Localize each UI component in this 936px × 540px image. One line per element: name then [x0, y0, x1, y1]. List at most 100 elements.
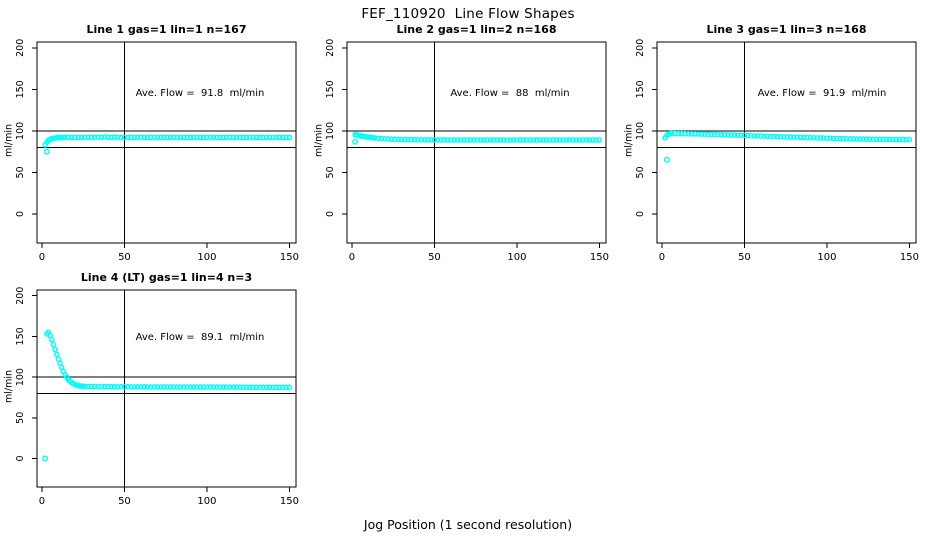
- data-point: [154, 134, 161, 141]
- data-point: [695, 131, 702, 137]
- data-point: [286, 134, 293, 141]
- data-point: [702, 131, 708, 137]
- data-point: [827, 135, 834, 142]
- data-point: [260, 134, 266, 141]
- data-point: [438, 137, 444, 143]
- data-point: [124, 383, 131, 390]
- data-point: [118, 383, 124, 390]
- data-point: [547, 137, 553, 143]
- data-point: [586, 137, 593, 143]
- data-point: [830, 135, 837, 142]
- data-point: [230, 134, 237, 141]
- data-point: [570, 137, 576, 143]
- data-point: [735, 132, 741, 138]
- data-point: [454, 137, 461, 143]
- data-point: [382, 135, 388, 142]
- data-point: [151, 384, 157, 390]
- data-point: [138, 384, 144, 390]
- data-point: [903, 136, 909, 143]
- data-point: [500, 137, 507, 143]
- data-point: [474, 137, 481, 143]
- data-point: [250, 384, 256, 391]
- data-point: [144, 384, 151, 390]
- data-point: [870, 136, 876, 143]
- data-point: [797, 134, 804, 141]
- data-point: [85, 383, 91, 390]
- data-point: [744, 132, 751, 139]
- data-point: [263, 134, 270, 141]
- data-point: [497, 137, 504, 143]
- data-point: [520, 137, 527, 143]
- x-tick-label: 150: [280, 496, 299, 507]
- data-point: [65, 134, 72, 141]
- data-point: [151, 134, 157, 141]
- data-point: [128, 383, 134, 390]
- data-point: [85, 134, 91, 141]
- x-tick-label: 100: [197, 496, 216, 507]
- data-point: [167, 134, 174, 141]
- data-point: [457, 137, 464, 143]
- data-point: [804, 134, 810, 141]
- plot-2-y-axis-label: ml/min: [313, 124, 325, 158]
- data-point: [867, 136, 873, 143]
- data-point: [144, 134, 151, 141]
- data-point: [731, 132, 738, 138]
- data-point: [54, 351, 60, 358]
- data-point: [857, 136, 863, 142]
- data-point: [771, 133, 777, 140]
- data-point: [260, 384, 266, 391]
- y-tick-label: 0: [15, 211, 26, 217]
- data-point: [847, 135, 853, 142]
- data-point: [250, 134, 256, 141]
- data-point: [385, 136, 392, 142]
- data-point: [276, 134, 283, 141]
- y-tick-label: 50: [15, 166, 26, 178]
- data-point: [774, 133, 781, 140]
- data-point: [111, 134, 118, 140]
- data-point: [243, 134, 250, 141]
- data-point: [424, 136, 431, 143]
- y-tick-label: 50: [325, 166, 336, 178]
- plot-box: [36, 41, 297, 244]
- outlier-point: [352, 138, 359, 145]
- data-point: [820, 135, 827, 141]
- outlier-point: [43, 148, 50, 155]
- data-point: [217, 384, 223, 391]
- data-point: [461, 137, 467, 143]
- data-point: [134, 134, 141, 141]
- data-point: [863, 136, 870, 142]
- data-point: [256, 134, 263, 141]
- data-point: [273, 384, 280, 391]
- data-point: [517, 137, 524, 143]
- data-point: [187, 134, 194, 141]
- data-point: [62, 134, 68, 141]
- data-point: [510, 137, 517, 143]
- data-point: [161, 384, 167, 390]
- data-point: [411, 136, 418, 143]
- data-point: [777, 133, 784, 140]
- data-point: [52, 346, 58, 353]
- data-point: [283, 134, 289, 141]
- data-point: [557, 137, 563, 143]
- data-point: [253, 384, 260, 391]
- data-point: [217, 134, 223, 141]
- data-point: [141, 134, 147, 141]
- data-point: [246, 134, 253, 141]
- data-point: [824, 135, 830, 141]
- x-tick-label: 50: [738, 252, 751, 263]
- data-point: [669, 130, 675, 137]
- data-point: [748, 132, 754, 139]
- data-point: [408, 136, 415, 143]
- x-tick-label: 0: [39, 496, 45, 507]
- data-point: [372, 135, 378, 141]
- data-point: [233, 134, 240, 141]
- data-point: [207, 384, 213, 390]
- data-point: [240, 134, 246, 141]
- data-point: [91, 134, 98, 141]
- data-point: [204, 384, 210, 390]
- data-point: [88, 383, 95, 390]
- plot-panel-2: 0 50 100 150 0 50 100 150 200: [325, 39, 609, 263]
- data-point: [68, 134, 75, 141]
- data-point: [266, 134, 273, 141]
